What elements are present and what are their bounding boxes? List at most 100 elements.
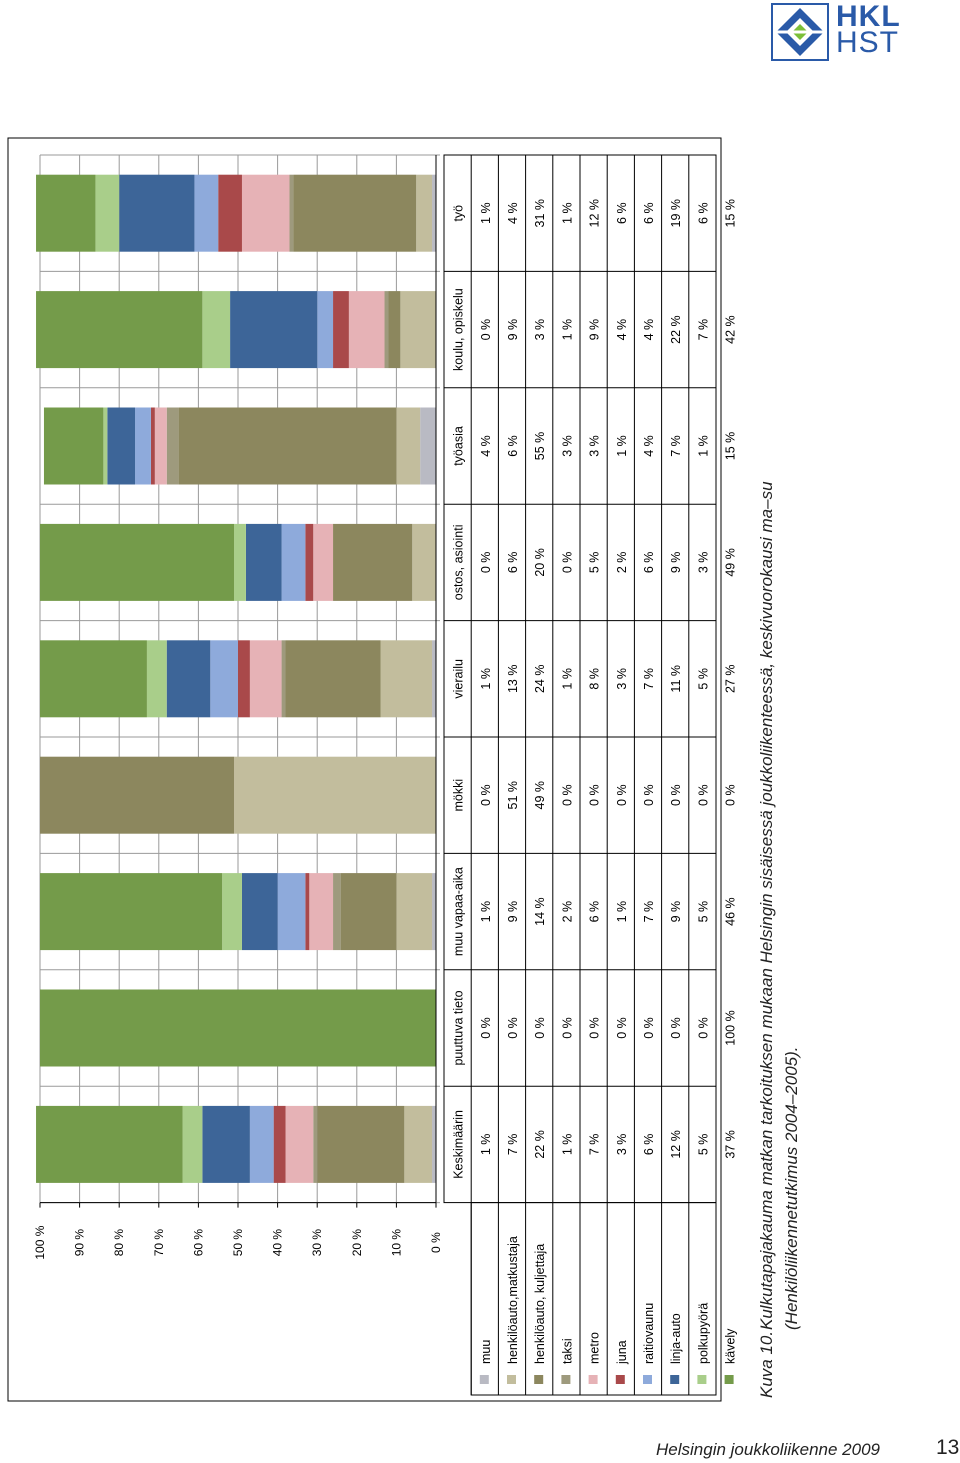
table-cell: 15 % (724, 199, 738, 228)
category-label: muu vapaa-aika (452, 867, 466, 956)
table-cell: 2 % (560, 901, 574, 923)
table-cell: 0 % (615, 1017, 629, 1039)
category-label: mökki (452, 779, 466, 812)
table-cell: 1 % (479, 202, 493, 224)
bar-segment-taksi (166, 407, 179, 485)
value-tick-label: 90 % (73, 1229, 87, 1257)
caption-line-2: (Henkilöliikennetutkimus 2004–2005). (782, 1047, 801, 1331)
bar-segment-juna (305, 873, 310, 951)
bar-segment-henkiloauto_kuljettaja (178, 407, 397, 485)
bar-segment-linja-auto (107, 407, 136, 485)
bar-segment-metro (309, 873, 334, 951)
footer-title: Helsingin joukkoliikenne 2009 (656, 1440, 880, 1459)
table-cell: 1 % (560, 319, 574, 341)
logo-line-1: HKL (836, 0, 901, 33)
bar-segment-muu (420, 407, 436, 485)
bar-segment-taksi (384, 291, 389, 369)
bar-segment-juna (305, 523, 314, 601)
table-cell: 7 % (669, 435, 683, 457)
table-cell: 49 % (724, 548, 738, 577)
table-cell: 1 % (696, 435, 710, 457)
table-cell: 15 % (724, 432, 738, 461)
value-tick-label: 10 % (389, 1229, 403, 1257)
data-table: työ koulu, opiskelu työasia ostos, asiointi… (443, 154, 738, 1396)
table-cell: 8 % (588, 668, 602, 690)
table-cell: 1 % (479, 1134, 493, 1156)
table-cell: 11 % (669, 665, 683, 693)
category-label: työasia (452, 426, 466, 466)
table-cell: 4 % (615, 319, 629, 341)
legend-label-polkupyora: polkupyörä (696, 1303, 710, 1364)
legend-swatch-taksi (561, 1375, 571, 1384)
legend-label-metro: metro (588, 1332, 602, 1364)
table-cell: 0 % (696, 1017, 710, 1039)
figure-caption: Kuva 10. Kulkutapajakauma matkan tarkoit… (757, 481, 801, 1398)
value-tick-label: 0 % (429, 1232, 443, 1253)
table-cell: 6 % (588, 901, 602, 923)
table-cell: 0 % (533, 1017, 547, 1039)
bar-segment-henkiloauto_matkustaja (396, 873, 433, 951)
table-cell: 3 % (615, 1134, 629, 1156)
table-cell: 1 % (560, 1134, 574, 1156)
bar-segment-kavely (40, 989, 436, 1067)
legend-label-henkiloauto_matkustaja: henkilöauto,matkustaja (506, 1236, 520, 1364)
legend-label-linja-auto: linja-auto (669, 1313, 683, 1364)
outer-frame (7, 137, 722, 1402)
bar-segment-juna (218, 174, 242, 252)
table-cell: 27 % (724, 665, 738, 694)
category-label: vierailu (452, 659, 466, 699)
bar-segment-kavely (40, 640, 147, 718)
table-cell: 0 % (588, 1017, 602, 1039)
table-cell: 12 % (669, 1130, 683, 1159)
table-cell: 0 % (696, 784, 710, 806)
table-cell: 4 % (479, 435, 493, 457)
table-cell: 22 % (533, 1130, 547, 1159)
table-cell: 9 % (588, 319, 602, 341)
hkl-logo-text: HKL HST (836, 0, 901, 58)
table-cell: 0 % (560, 552, 574, 574)
bar-segment-linja-auto (202, 1105, 250, 1183)
legend-swatch-raitiovaunu (643, 1375, 652, 1384)
bar-segment-polkupyora (222, 873, 242, 951)
table-cell: 6 % (642, 1134, 656, 1156)
table-cell: 1 % (479, 901, 493, 923)
bar-segment-henkiloauto_matkustaja (400, 291, 436, 369)
bar-segment-polkupyora (202, 291, 231, 369)
bar-segment-raitiovaunu (249, 1105, 274, 1183)
table-cell: 20 % (533, 548, 547, 577)
bar-segment-metro (154, 407, 167, 485)
table-cell: 51 % (506, 781, 520, 810)
table-cell: 9 % (506, 901, 520, 923)
bar-segment-polkupyora (234, 523, 246, 601)
bar-segment-taksi (313, 1105, 318, 1183)
bar-segment-polkupyora (182, 1105, 203, 1183)
table-cell: 55 % (533, 432, 547, 461)
bar-segment-muu (432, 174, 436, 252)
table-cell: 1 % (615, 435, 629, 457)
bar-segment-juna (150, 407, 155, 485)
bar-segment-muu (432, 873, 436, 951)
bar-segment-linja-auto (119, 174, 195, 252)
bar-segment-polkupyora (103, 407, 108, 485)
bar-segment-kavely (40, 523, 235, 601)
legend-label-kavely: kävely (724, 1328, 738, 1364)
legend-swatch-linja-auto (670, 1375, 680, 1384)
bar-segment-kavely (36, 174, 96, 252)
table-cell: 0 % (479, 552, 493, 574)
table-cell: 42 % (724, 315, 738, 344)
bar-segment-raitiovaunu (277, 873, 306, 951)
table-cell: 13 % (506, 665, 520, 694)
value-tick-label: 20 % (350, 1229, 364, 1257)
table-cell: 1 % (560, 202, 574, 224)
legend-swatch-henkiloauto_matkustaja (507, 1375, 516, 1384)
table-cell: 7 % (696, 319, 710, 341)
table-cell: 7 % (642, 901, 656, 923)
bar-segment-kavely (36, 1105, 183, 1183)
table-cell: 19 % (669, 199, 683, 228)
table-cell: 6 % (506, 552, 520, 574)
value-tick-label: 80 % (112, 1229, 126, 1257)
bar-segment-linja-auto (166, 640, 211, 718)
hkl-logo-mark-icon (771, 3, 829, 61)
bar-segment-henkiloauto_matkustaja (396, 407, 421, 485)
category-label: ostos, asiointi (452, 525, 466, 601)
